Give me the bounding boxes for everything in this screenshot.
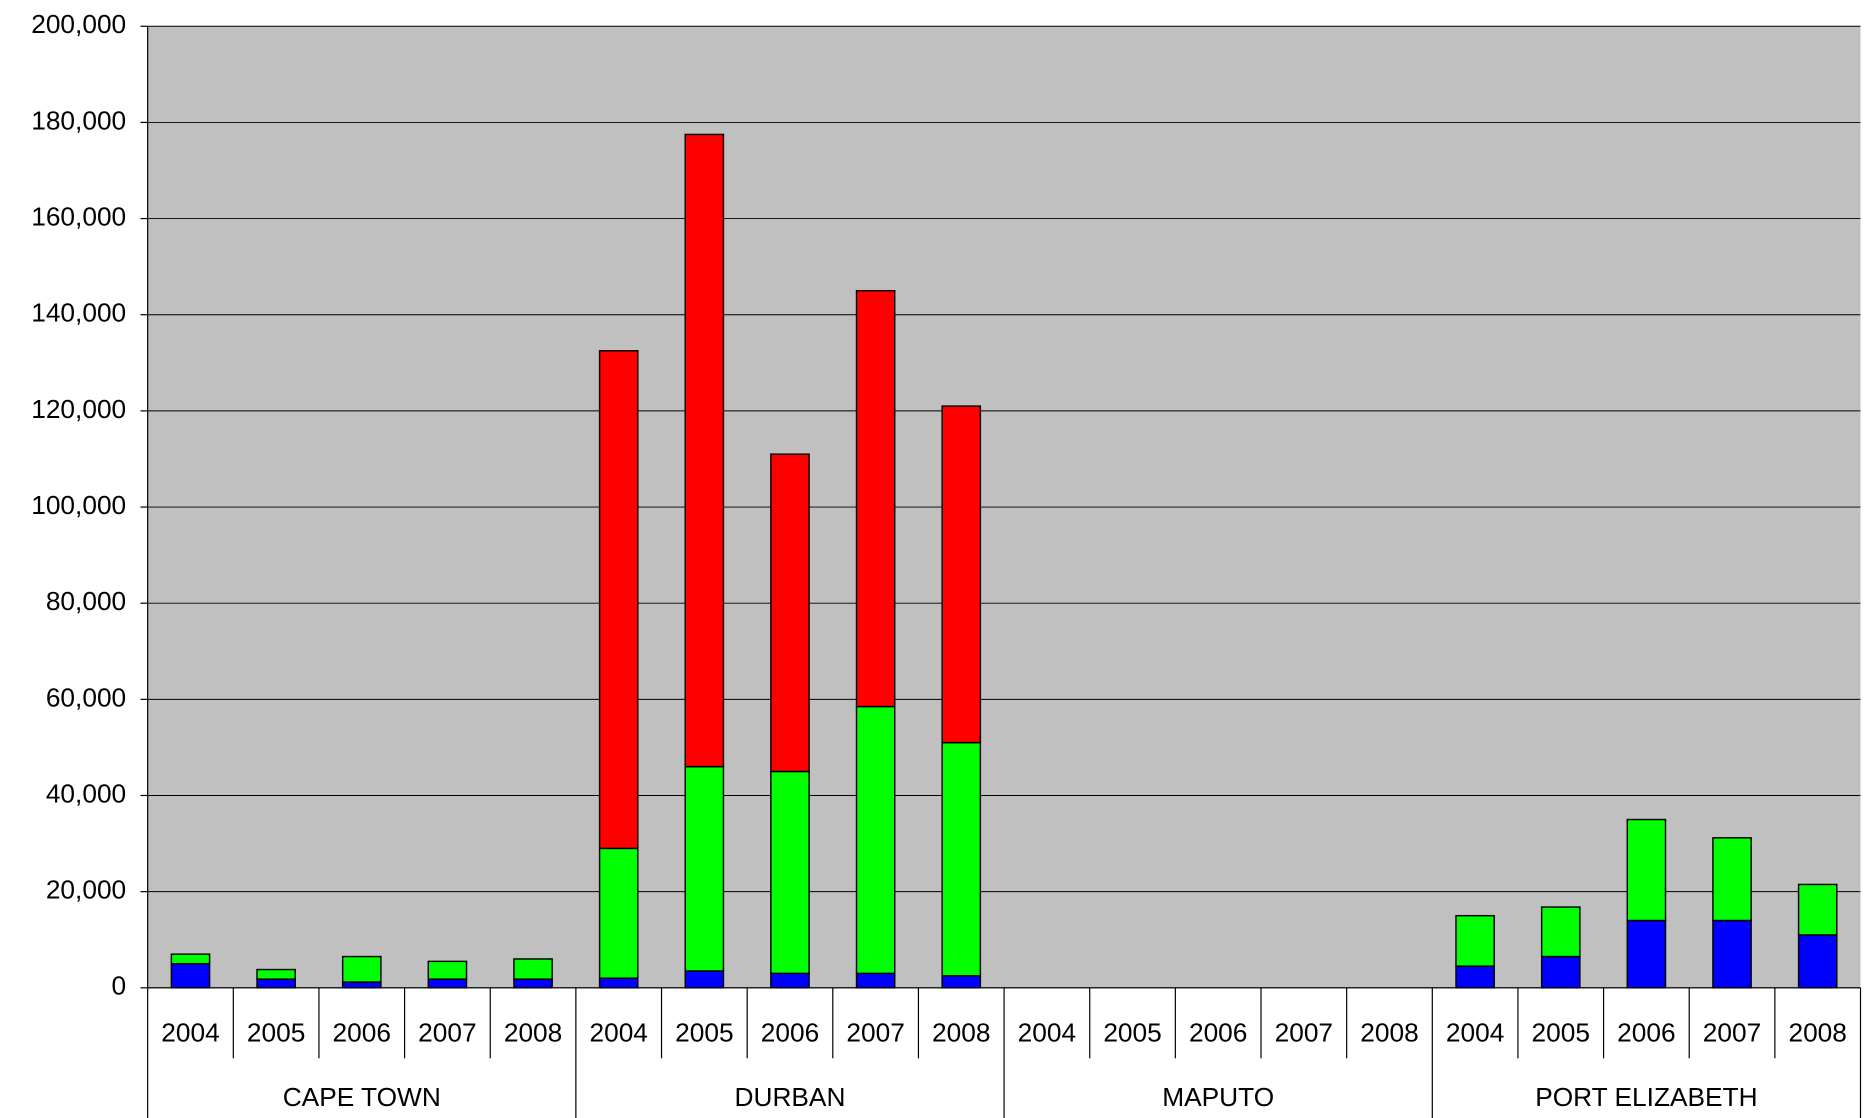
bar-segment [684, 970, 725, 989]
x-tick-label: 2004 [589, 1017, 647, 1047]
y-tick-label: 40,000 [46, 778, 126, 808]
bar-segment [684, 765, 725, 972]
x-tick-label: 2004 [1446, 1017, 1504, 1047]
y-tick-label: 100,000 [31, 490, 126, 520]
bar-segment [1712, 919, 1752, 989]
bar-segment [256, 978, 296, 989]
bar-segment [1626, 919, 1667, 989]
x-tick-label: 2005 [1103, 1017, 1161, 1047]
x-tick-label: 2006 [1617, 1017, 1675, 1047]
bar-segment [1455, 965, 1495, 989]
x-tick-label: 2005 [247, 1017, 305, 1047]
group-label: PORT ELIZABETH [1535, 1082, 1757, 1112]
bar-segment [1455, 914, 1495, 967]
x-tick-label: 2006 [1189, 1017, 1247, 1047]
bar-segment [770, 453, 810, 773]
bar-segment [770, 972, 810, 989]
bar-segment [170, 963, 211, 989]
group-label: CAPE TOWN [283, 1082, 441, 1112]
y-tick-label: 120,000 [31, 394, 126, 424]
x-tick-label: 2005 [1532, 1017, 1590, 1047]
x-tick-label: 2006 [333, 1017, 391, 1047]
x-tick-label: 2004 [161, 1017, 219, 1047]
y-tick-label: 80,000 [46, 586, 126, 616]
x-tick-label: 2008 [1360, 1017, 1418, 1047]
bar-segment [170, 953, 211, 965]
bar-segment [256, 968, 296, 980]
bar-segment [513, 978, 553, 989]
bar-segment [598, 977, 639, 989]
x-tick-label: 2008 [1788, 1017, 1846, 1047]
x-tick-label: 2007 [1275, 1017, 1333, 1047]
bar-segment [1712, 837, 1752, 922]
bar-segment [1540, 906, 1581, 958]
y-tick-label: 180,000 [31, 105, 126, 135]
bar-segment [1626, 818, 1667, 922]
bar-segment [598, 350, 639, 850]
bar-segment [941, 975, 982, 989]
y-tick-label: 20,000 [46, 875, 126, 905]
bar-segment [1540, 955, 1581, 989]
bar-segment [341, 955, 382, 983]
bar-segment [1797, 934, 1838, 989]
bar-segment [513, 958, 553, 980]
bar-segment [770, 770, 810, 975]
bar-segment [427, 960, 468, 980]
y-tick-label: 0 [112, 971, 127, 1001]
x-tick-label: 2008 [504, 1017, 562, 1047]
group-label: DURBAN [735, 1082, 846, 1112]
y-tick-label: 200,000 [31, 9, 126, 39]
bar-segment [855, 972, 896, 989]
group-label: MAPUTO [1162, 1082, 1274, 1112]
y-tick-label: 60,000 [46, 682, 126, 712]
bar-segment [427, 978, 468, 989]
bar-segment [855, 705, 896, 975]
bar-segment [598, 847, 639, 979]
bar-segment [941, 741, 982, 977]
y-tick-label: 140,000 [31, 298, 126, 328]
y-tick-label: 160,000 [31, 202, 126, 232]
bar-segment [341, 981, 382, 989]
x-tick-label: 2004 [1018, 1017, 1076, 1047]
bar-segment [1797, 883, 1838, 936]
x-tick-label: 2008 [932, 1017, 990, 1047]
x-tick-label: 2005 [675, 1017, 733, 1047]
x-tick-label: 2006 [761, 1017, 819, 1047]
x-tick-label: 2007 [418, 1017, 476, 1047]
x-tick-label: 2007 [846, 1017, 904, 1047]
bar-segment [684, 133, 725, 768]
bar-segment [855, 289, 896, 708]
bar-segment [941, 405, 982, 744]
x-tick-label: 2007 [1703, 1017, 1761, 1047]
